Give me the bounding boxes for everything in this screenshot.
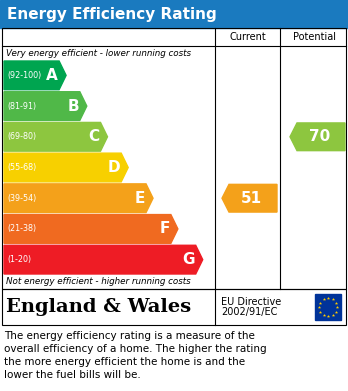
Text: B: B <box>67 99 79 113</box>
Text: Potential: Potential <box>293 32 335 42</box>
Text: The energy efficiency rating is a measure of the: The energy efficiency rating is a measur… <box>4 331 255 341</box>
Text: F: F <box>159 221 170 237</box>
Text: England & Wales: England & Wales <box>6 298 191 316</box>
Text: Not energy efficient - higher running costs: Not energy efficient - higher running co… <box>6 278 191 287</box>
Text: (92-100): (92-100) <box>7 71 41 80</box>
Polygon shape <box>4 245 203 274</box>
Bar <box>0 0 348 28</box>
Polygon shape <box>4 61 66 90</box>
Polygon shape <box>4 92 87 120</box>
Text: 51: 51 <box>241 191 262 206</box>
Polygon shape <box>4 153 128 182</box>
Text: 70: 70 <box>309 129 331 144</box>
Text: A: A <box>46 68 58 83</box>
Bar <box>2 28 346 289</box>
Text: Energy Efficiency Rating: Energy Efficiency Rating <box>7 7 217 22</box>
Bar <box>315 294 341 320</box>
Polygon shape <box>290 123 345 151</box>
Text: G: G <box>182 252 195 267</box>
Text: EU Directive: EU Directive <box>221 297 281 307</box>
Text: (21-38): (21-38) <box>7 224 36 233</box>
Polygon shape <box>4 215 178 243</box>
Text: E: E <box>135 191 145 206</box>
Text: Very energy efficient - lower running costs: Very energy efficient - lower running co… <box>6 48 191 57</box>
Polygon shape <box>4 122 108 151</box>
Text: (39-54): (39-54) <box>7 194 36 203</box>
Text: (81-91): (81-91) <box>7 102 36 111</box>
Text: Current: Current <box>229 32 266 42</box>
Text: C: C <box>88 129 100 144</box>
Polygon shape <box>222 185 277 212</box>
Text: 2002/91/EC: 2002/91/EC <box>221 307 277 317</box>
Text: (55-68): (55-68) <box>7 163 36 172</box>
Text: overall efficiency of a home. The higher the rating: overall efficiency of a home. The higher… <box>4 344 267 354</box>
Text: D: D <box>108 160 120 175</box>
Polygon shape <box>4 184 153 213</box>
Text: (69-80): (69-80) <box>7 132 36 141</box>
Text: (1-20): (1-20) <box>7 255 31 264</box>
Text: the more energy efficient the home is and the: the more energy efficient the home is an… <box>4 357 245 367</box>
Bar <box>2 289 346 325</box>
Text: lower the fuel bills will be.: lower the fuel bills will be. <box>4 370 141 380</box>
